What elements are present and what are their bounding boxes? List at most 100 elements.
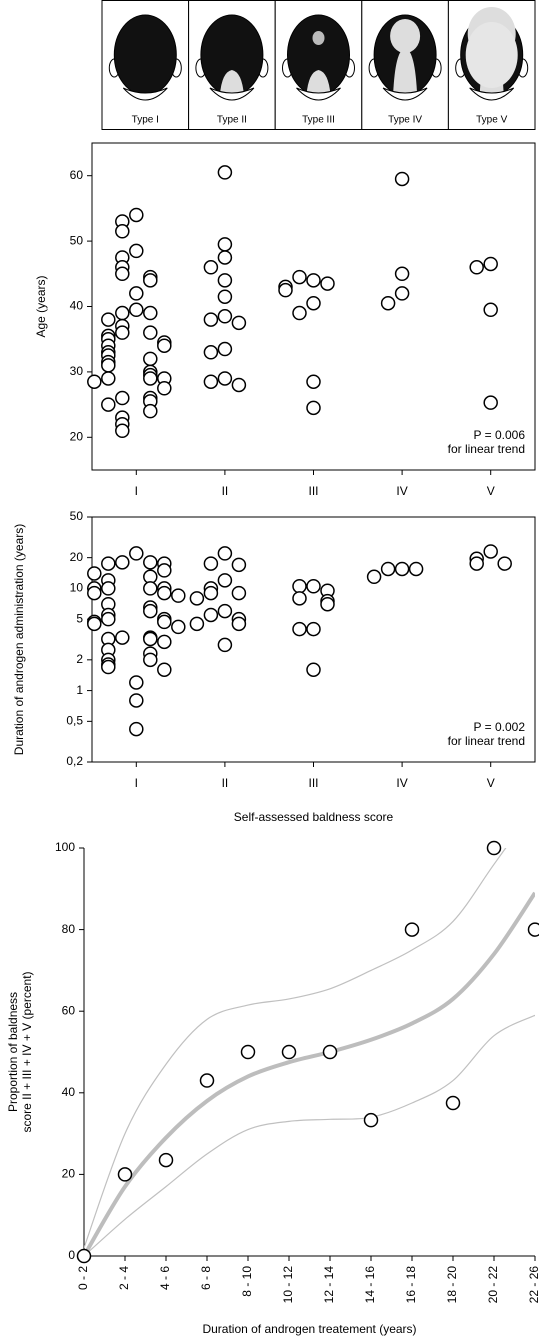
data-point xyxy=(396,172,409,185)
data-point xyxy=(218,605,231,618)
data-point xyxy=(232,587,245,600)
data-point xyxy=(410,562,423,575)
y-tick-label: 40 xyxy=(70,299,84,313)
data-point xyxy=(144,372,157,385)
data-point xyxy=(293,271,306,284)
data-point xyxy=(204,313,217,326)
data-point xyxy=(498,557,511,570)
data-point xyxy=(102,613,115,626)
y-tick-label: 0,2 xyxy=(66,754,83,768)
data-point xyxy=(88,567,101,580)
data-point xyxy=(144,582,157,595)
fit-curve xyxy=(84,807,535,1248)
data-point xyxy=(307,401,320,414)
image-label: Type I xyxy=(132,115,159,126)
x-tick-label: I xyxy=(135,776,138,790)
data-point xyxy=(382,297,395,310)
data-point xyxy=(158,615,171,628)
data-point xyxy=(321,277,334,290)
data-point xyxy=(321,598,334,611)
data-point xyxy=(204,375,217,388)
data-point xyxy=(368,570,381,583)
data-point xyxy=(190,617,203,630)
data-point xyxy=(158,635,171,648)
data-point xyxy=(218,238,231,251)
y-tick-label: 60 xyxy=(70,168,84,182)
data-point xyxy=(484,545,497,558)
data-point xyxy=(406,923,419,936)
x-tick-label: V xyxy=(487,776,495,790)
data-point xyxy=(116,267,129,280)
x-tick-label: 20 - 22 xyxy=(486,1266,500,1304)
data-point xyxy=(396,267,409,280)
y-tick-label: 20 xyxy=(70,550,84,564)
y-tick-label: 100 xyxy=(55,840,75,854)
y-axis-label: score II + III + IV + V (percent) xyxy=(20,971,34,1132)
data-point xyxy=(158,587,171,600)
data-point xyxy=(158,382,171,395)
data-point xyxy=(232,316,245,329)
data-point xyxy=(307,274,320,287)
data-point xyxy=(102,359,115,372)
data-point xyxy=(307,623,320,636)
data-point xyxy=(102,661,115,674)
y-tick-label: 10 xyxy=(70,581,84,595)
data-point xyxy=(158,663,171,676)
data-point xyxy=(172,589,185,602)
data-point xyxy=(144,653,157,666)
data-point xyxy=(365,1114,378,1127)
data-point xyxy=(130,547,143,560)
x-tick-label: 12 - 14 xyxy=(322,1266,336,1304)
data-point xyxy=(102,398,115,411)
crown xyxy=(466,22,518,88)
data-point xyxy=(204,557,217,570)
x-tick-label: 6 - 8 xyxy=(199,1266,213,1290)
fit-curve xyxy=(84,1015,535,1256)
data-point xyxy=(204,346,217,359)
annotation: for linear trend xyxy=(448,442,525,456)
data-point xyxy=(102,313,115,326)
data-point xyxy=(218,343,231,356)
data-point xyxy=(119,1168,132,1181)
data-point xyxy=(242,1046,255,1059)
x-tick-label: IV xyxy=(396,776,407,790)
data-point xyxy=(218,547,231,560)
data-point xyxy=(130,694,143,707)
data-point xyxy=(144,405,157,418)
data-point xyxy=(488,842,501,855)
data-point xyxy=(218,290,231,303)
data-point xyxy=(470,557,483,570)
y-tick-label: 0,5 xyxy=(66,714,83,728)
data-point xyxy=(102,557,115,570)
data-point xyxy=(160,1154,173,1167)
data-point xyxy=(218,372,231,385)
data-point xyxy=(232,617,245,630)
annotation: for linear trend xyxy=(448,734,525,748)
x-tick-label: III xyxy=(308,776,318,790)
data-point xyxy=(529,923,539,936)
x-tick-label: V xyxy=(487,484,495,498)
y-tick-label: 50 xyxy=(70,233,84,247)
data-point xyxy=(116,424,129,437)
data-point xyxy=(78,1250,91,1263)
data-point xyxy=(293,580,306,593)
y-tick-label: 30 xyxy=(70,364,84,378)
data-point xyxy=(293,623,306,636)
data-point xyxy=(172,620,185,633)
data-point xyxy=(88,375,101,388)
y-axis-label: Duration of androgen administration (yea… xyxy=(12,524,26,755)
y-tick-label: 2 xyxy=(76,652,83,666)
x-tick-label: II xyxy=(222,776,229,790)
data-point xyxy=(396,562,409,575)
x-tick-label: 0 - 2 xyxy=(76,1266,90,1290)
y-tick-label: 50 xyxy=(70,509,84,523)
data-point xyxy=(447,1097,460,1110)
data-point xyxy=(218,310,231,323)
data-point xyxy=(102,582,115,595)
data-point xyxy=(116,326,129,339)
data-point xyxy=(144,605,157,618)
y-tick-label: 0 xyxy=(68,1248,75,1262)
x-tick-label: 14 - 16 xyxy=(363,1266,377,1304)
data-point xyxy=(130,287,143,300)
data-point xyxy=(204,587,217,600)
